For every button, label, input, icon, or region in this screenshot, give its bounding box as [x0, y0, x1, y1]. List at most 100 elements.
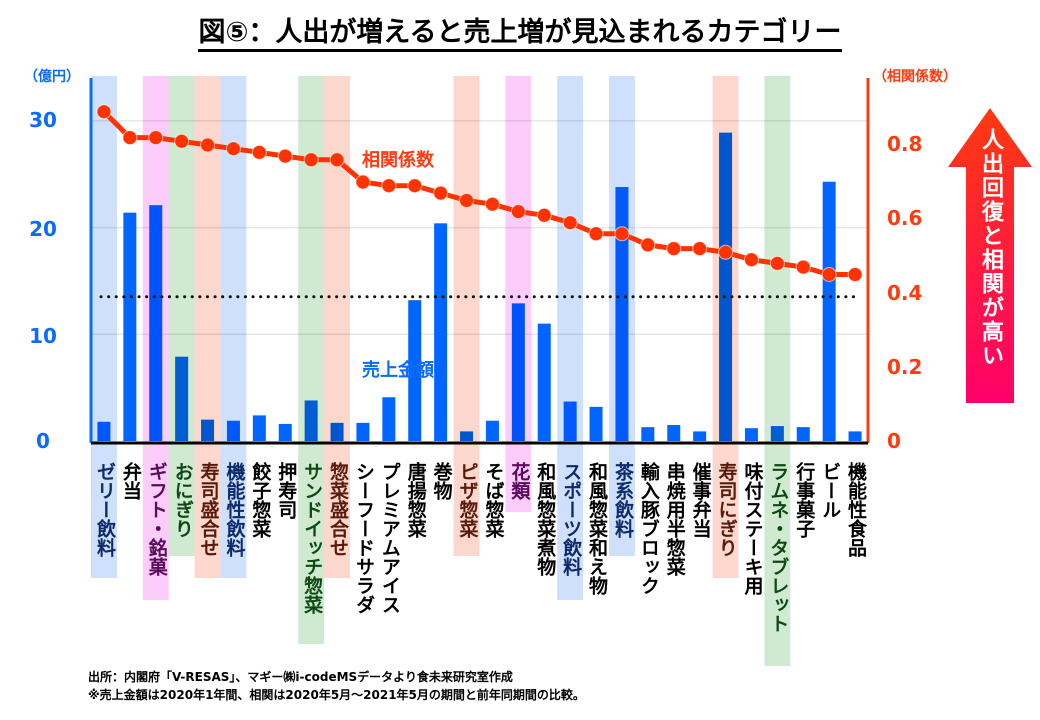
bar — [822, 181, 836, 441]
correlation-point — [614, 226, 630, 242]
x-tick-label: プレミアムアイス — [378, 462, 401, 614]
x-tick-label: サンドイッチ惣菜 — [301, 462, 324, 614]
correlation-point — [122, 130, 138, 146]
correlation-point — [718, 244, 734, 260]
correlation-point — [562, 215, 578, 231]
correlation-point — [666, 241, 682, 257]
arrow-annotation-text: 人出回復と相関が高い — [978, 128, 1003, 368]
left-tick-label: 10 — [29, 324, 57, 348]
up-arrow-icon — [948, 108, 1032, 403]
correlation-point — [692, 241, 708, 257]
bar — [796, 427, 810, 441]
chart-title-text: 図⑤：人出が増えると売上増が見込まれるカテゴリー — [198, 17, 842, 52]
x-tick-label: 弁当 — [119, 462, 142, 500]
correlation-point — [277, 148, 293, 164]
bar — [667, 424, 681, 441]
highlight-band — [609, 76, 635, 556]
highlight-band — [194, 76, 221, 578]
correlation-point — [329, 152, 345, 168]
highlight-band — [142, 76, 169, 600]
correlation-point — [381, 178, 397, 194]
x-tick-label: シーフードサラダ — [352, 462, 375, 614]
x-tick-label: 輸入豚ブロック — [637, 462, 660, 595]
x-tick-label: 茶系飲料 — [611, 462, 634, 538]
line-series — [96, 104, 863, 282]
chart-title: 図⑤：人出が増えると売上増が見込まれるカテゴリー — [0, 10, 1040, 52]
left-tick-label: 20 — [29, 217, 57, 241]
x-tick-label: 寿司にぎり — [715, 462, 738, 557]
correlation-point — [251, 144, 267, 160]
correlation-point — [459, 193, 475, 208]
highlight-band — [298, 76, 325, 644]
highlight-band — [220, 76, 247, 578]
x-tick-label: 味付ステーキ用 — [741, 462, 764, 595]
right-tick-label: 0.6 — [887, 206, 923, 230]
highlight-band — [168, 76, 195, 556]
correlation-point — [433, 185, 449, 201]
bar — [848, 431, 862, 441]
right-tick-label: 0 — [887, 429, 901, 453]
correlation-point — [821, 267, 837, 282]
axes — [89, 78, 870, 445]
bar — [693, 431, 707, 441]
x-tick-label: 惣菜盛合せ — [327, 462, 350, 557]
bar — [408, 300, 422, 441]
left-tick-label: 30 — [29, 108, 57, 132]
correlation-point — [96, 104, 112, 120]
x-tick-label: そば惣菜 — [482, 462, 505, 538]
correlation-point — [795, 259, 811, 275]
x-tick-label: ビール — [819, 462, 842, 519]
x-tick-label: 唐揚惣菜 — [404, 462, 427, 538]
footnote: ※売上金額は2020年1年間、相関は2020年5月～2021年5月の期間と前年同… — [88, 688, 585, 702]
x-tick-label: 押寿司 — [275, 462, 298, 519]
correlation-point — [588, 226, 604, 242]
bar — [744, 428, 758, 441]
x-tick-label: ギフト・銘菓 — [145, 462, 168, 576]
highlight-band — [764, 76, 791, 666]
correlation-point — [484, 196, 500, 212]
x-tick-label: おにぎり — [171, 462, 194, 538]
line-series-label: 相関係数 — [362, 150, 434, 171]
x-tick-label: 花類 — [508, 462, 531, 500]
bar-series-label: 売上金額 — [362, 360, 434, 381]
x-tick-label: ゼリー飲料 — [93, 462, 116, 557]
x-tick-label: ピザ惣菜 — [456, 462, 479, 538]
left-tick-label: 0 — [36, 429, 50, 453]
x-tick-label: ラムネ・タブレット — [767, 462, 790, 633]
bar — [537, 323, 551, 441]
x-tick-label: 串焼用半惣菜 — [663, 462, 686, 576]
bar — [356, 422, 370, 441]
bar — [434, 223, 448, 441]
x-tick-label: スポーツ飲料 — [560, 462, 583, 576]
x-tick-label: 餃子惣菜 — [249, 462, 272, 538]
x-tick-label: 機能性食品 — [845, 462, 868, 557]
highlight-band — [453, 76, 480, 556]
highlight-band — [505, 76, 532, 512]
correlation-point — [407, 178, 423, 194]
correlation-point — [200, 137, 216, 153]
bar — [382, 397, 396, 441]
correlation-point — [148, 130, 164, 146]
correlation-point — [225, 141, 241, 157]
bar — [252, 415, 266, 441]
right-tick-label: 0.8 — [887, 132, 923, 156]
bar — [641, 427, 655, 441]
source-note: 出所：内閣府「V-RESAS」、マギー㈱i-codeMSデータより食未来研究室作… — [88, 670, 513, 684]
x-tick-label: 機能性飲料 — [223, 462, 246, 557]
bar — [589, 406, 603, 441]
x-tick-label: 巻物 — [430, 462, 453, 500]
x-tick-label: 寿司盛合せ — [197, 462, 220, 557]
x-tick-label: 和風惣菜和え物 — [586, 462, 609, 595]
correlation-point — [355, 174, 371, 190]
correlation-point — [769, 255, 785, 271]
correlation-point — [510, 204, 526, 220]
correlation-point — [847, 267, 863, 282]
correlation-point — [743, 252, 759, 268]
correlation-point — [174, 133, 190, 149]
highlight-band — [712, 76, 739, 578]
correlation-point — [536, 207, 552, 223]
right-tick-label: 0.2 — [887, 355, 923, 379]
left-axis-label: （億円） — [24, 69, 80, 85]
right-tick-label: 0.4 — [887, 281, 923, 305]
